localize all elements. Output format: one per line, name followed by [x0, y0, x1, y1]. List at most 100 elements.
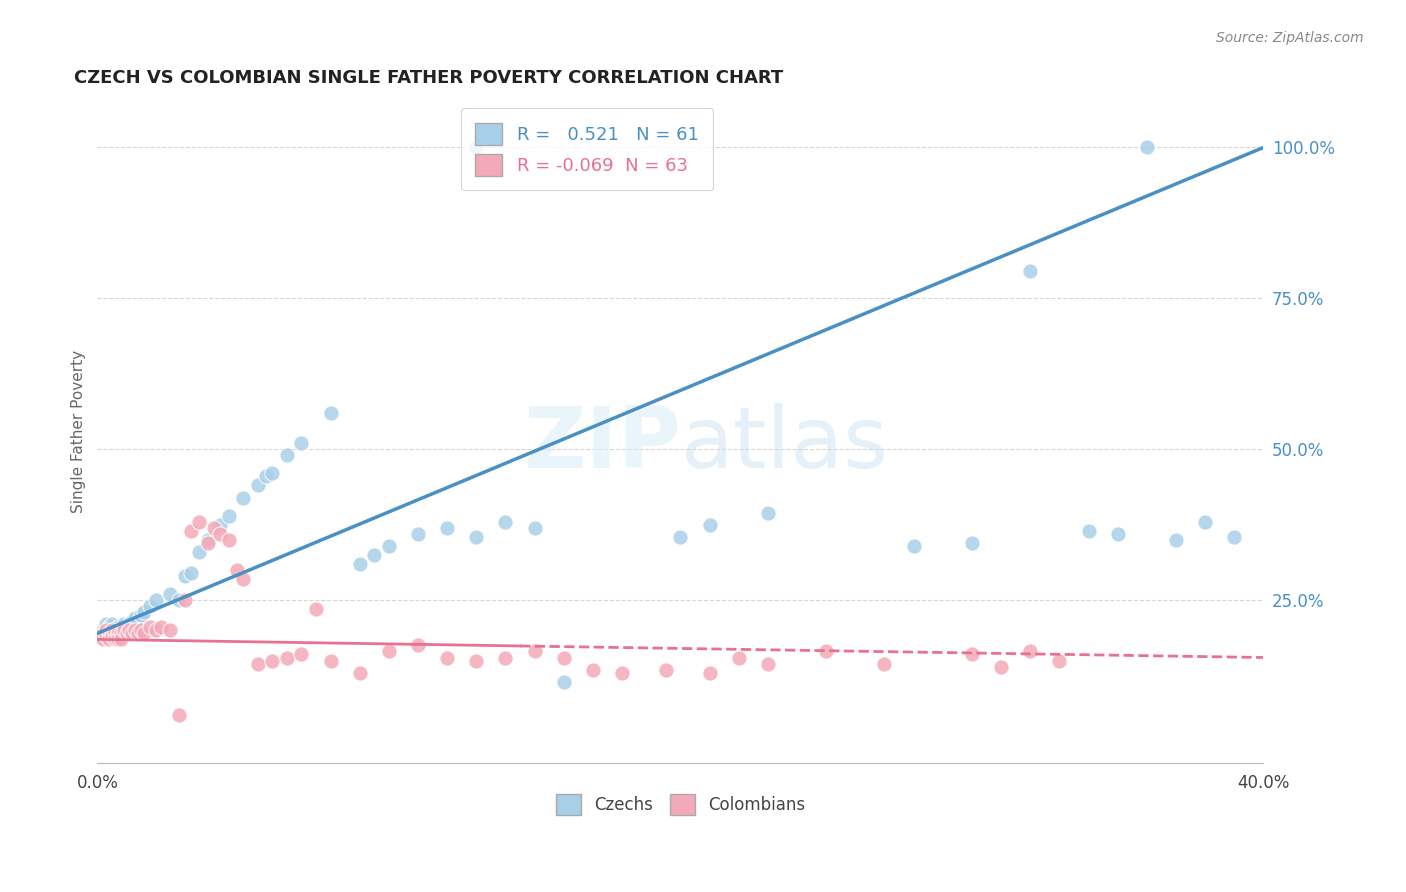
Point	[180, 566, 202, 580]
Point	[139, 620, 162, 634]
Point	[246, 657, 269, 671]
Point	[173, 569, 195, 583]
Point	[208, 517, 231, 532]
Point	[139, 599, 162, 614]
Point	[699, 517, 721, 532]
Point	[495, 650, 517, 665]
Point	[960, 648, 983, 662]
Point	[226, 563, 249, 577]
Point	[276, 650, 298, 665]
Point	[127, 615, 149, 629]
Point	[188, 545, 211, 559]
Point	[145, 593, 167, 607]
Point	[290, 648, 312, 662]
Point	[960, 536, 983, 550]
Text: atlas: atlas	[681, 403, 889, 486]
Point	[349, 665, 371, 680]
Point	[319, 406, 342, 420]
Point	[406, 526, 429, 541]
Point	[246, 478, 269, 492]
Point	[118, 617, 141, 632]
Point	[104, 629, 127, 643]
Point	[98, 632, 121, 647]
Point	[98, 626, 121, 640]
Point	[129, 624, 152, 638]
Point	[406, 639, 429, 653]
Point	[104, 632, 127, 647]
Point	[276, 448, 298, 462]
Point	[232, 491, 254, 505]
Point	[553, 674, 575, 689]
Point	[104, 624, 127, 638]
Point	[218, 533, 240, 547]
Point	[1194, 515, 1216, 529]
Point	[903, 539, 925, 553]
Point	[89, 626, 111, 640]
Point	[145, 624, 167, 638]
Point	[1164, 533, 1187, 547]
Point	[121, 626, 143, 640]
Point	[101, 629, 124, 643]
Point	[98, 626, 121, 640]
Point	[101, 617, 124, 632]
Point	[112, 617, 135, 632]
Point	[124, 611, 146, 625]
Point	[197, 533, 219, 547]
Point	[305, 602, 328, 616]
Point	[290, 436, 312, 450]
Point	[208, 526, 231, 541]
Point	[115, 624, 138, 638]
Legend: Czechs, Colombians: Czechs, Colombians	[550, 788, 811, 822]
Point	[124, 624, 146, 638]
Point	[159, 624, 181, 638]
Point	[232, 572, 254, 586]
Point	[159, 587, 181, 601]
Text: Source: ZipAtlas.com: Source: ZipAtlas.com	[1216, 31, 1364, 45]
Point	[91, 624, 114, 638]
Point	[378, 644, 401, 658]
Text: CZECH VS COLOMBIAN SINGLE FATHER POVERTY CORRELATION CHART: CZECH VS COLOMBIAN SINGLE FATHER POVERTY…	[75, 69, 783, 87]
Point	[150, 620, 173, 634]
Point	[465, 653, 488, 667]
Point	[756, 506, 779, 520]
Point	[465, 530, 488, 544]
Point	[523, 521, 546, 535]
Point	[1019, 264, 1042, 278]
Point	[94, 624, 117, 638]
Point	[173, 593, 195, 607]
Point	[378, 539, 401, 553]
Point	[118, 624, 141, 638]
Point	[262, 653, 284, 667]
Point	[91, 632, 114, 647]
Point	[110, 624, 132, 638]
Y-axis label: Single Father Poverty: Single Father Poverty	[72, 350, 86, 513]
Point	[1223, 530, 1246, 544]
Point	[727, 650, 749, 665]
Point	[127, 626, 149, 640]
Point	[465, 140, 488, 154]
Point	[110, 626, 132, 640]
Point	[107, 620, 129, 634]
Point	[349, 557, 371, 571]
Point	[815, 644, 838, 658]
Point	[115, 626, 138, 640]
Point	[523, 644, 546, 658]
Point	[699, 665, 721, 680]
Point	[669, 530, 692, 544]
Point	[121, 615, 143, 629]
Point	[1136, 140, 1159, 154]
Point	[197, 536, 219, 550]
Point	[180, 524, 202, 538]
Point	[1047, 653, 1070, 667]
Point	[655, 663, 678, 677]
Point	[104, 626, 127, 640]
Point	[436, 521, 458, 535]
Point	[1077, 524, 1099, 538]
Point	[101, 624, 124, 638]
Point	[112, 624, 135, 638]
Point	[1107, 526, 1129, 541]
Point	[873, 657, 896, 671]
Point	[436, 650, 458, 665]
Point	[132, 626, 155, 640]
Point	[363, 548, 385, 562]
